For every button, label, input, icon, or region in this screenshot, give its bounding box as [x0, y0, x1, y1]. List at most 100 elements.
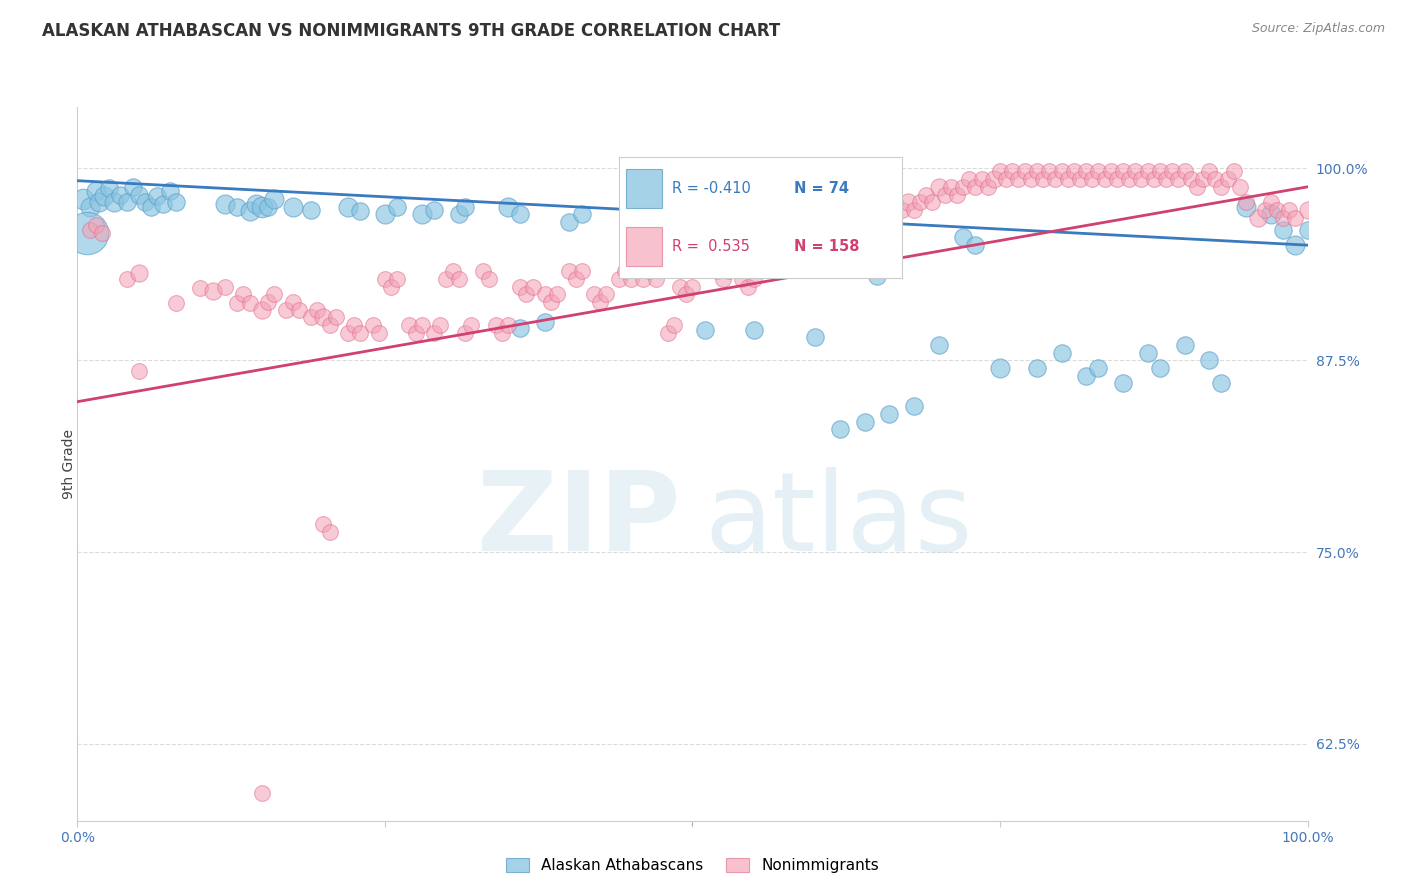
Point: [1204, 172, 1226, 186]
Point: [988, 360, 1011, 375]
Point: [515, 287, 537, 301]
Point: [239, 204, 262, 219]
Point: [1045, 172, 1067, 186]
Point: [657, 326, 679, 340]
Point: [897, 195, 920, 210]
Point: [1112, 376, 1135, 391]
Point: [915, 187, 938, 202]
Point: [841, 211, 863, 225]
Point: [152, 196, 174, 211]
Point: [307, 302, 329, 317]
Point: [214, 196, 236, 211]
Point: [190, 281, 212, 295]
Point: [970, 172, 993, 186]
Point: [1014, 164, 1036, 178]
Point: [780, 234, 803, 248]
Point: [1265, 202, 1288, 217]
Point: [1154, 172, 1177, 186]
Text: Source: ZipAtlas.com: Source: ZipAtlas.com: [1251, 22, 1385, 36]
Point: [607, 272, 630, 286]
Point: [214, 279, 236, 293]
Point: [1167, 172, 1189, 186]
Point: [460, 318, 482, 332]
Point: [1229, 179, 1251, 194]
Point: [1007, 172, 1029, 186]
Point: [1260, 195, 1282, 210]
Bar: [626, 227, 662, 266]
Point: [817, 241, 839, 255]
Point: [1278, 202, 1301, 217]
Point: [411, 207, 433, 221]
Point: [1136, 345, 1159, 359]
Point: [1284, 238, 1306, 252]
Point: [1198, 353, 1220, 368]
Point: [571, 264, 593, 278]
Point: [682, 279, 704, 293]
Point: [103, 195, 125, 210]
Point: [281, 200, 304, 214]
Point: [478, 272, 501, 286]
Point: [1094, 172, 1116, 186]
Point: [1069, 172, 1091, 186]
Point: [115, 272, 138, 286]
Point: [1284, 211, 1306, 225]
Point: [1260, 207, 1282, 221]
Point: [1192, 172, 1215, 186]
Point: [239, 296, 262, 310]
Point: [921, 195, 943, 210]
Point: [522, 279, 544, 293]
Point: [89, 195, 111, 210]
Point: [398, 318, 420, 332]
Point: [903, 399, 925, 413]
Point: [1234, 200, 1257, 214]
Point: [879, 407, 901, 421]
Point: [436, 272, 458, 286]
Point: [903, 202, 925, 217]
Point: [792, 234, 814, 248]
Point: [423, 202, 446, 217]
Point: [343, 318, 366, 332]
Point: [928, 179, 950, 194]
Point: [387, 200, 409, 214]
Point: [454, 200, 477, 214]
Point: [72, 192, 94, 206]
Point: [620, 215, 643, 229]
Point: [835, 218, 858, 232]
Point: [121, 179, 143, 194]
Point: [564, 272, 586, 286]
Point: [908, 195, 931, 210]
Point: [1143, 172, 1166, 186]
Point: [141, 200, 163, 214]
Point: [447, 207, 470, 221]
Point: [115, 195, 138, 210]
Point: [718, 264, 741, 278]
Point: [1211, 376, 1233, 391]
Point: [848, 218, 870, 232]
Point: [509, 207, 531, 221]
Point: [688, 256, 710, 270]
Legend: Alaskan Athabascans, Nonimmigrants: Alaskan Athabascans, Nonimmigrants: [498, 850, 887, 880]
Point: [638, 264, 661, 278]
Point: [558, 264, 581, 278]
Point: [1026, 360, 1049, 375]
Point: [534, 315, 557, 329]
Point: [755, 249, 778, 263]
Point: [1296, 223, 1319, 237]
Point: [558, 215, 581, 229]
Point: [299, 202, 322, 217]
Point: [90, 226, 114, 240]
Point: [79, 223, 101, 237]
Point: [318, 318, 340, 332]
Point: [934, 187, 956, 202]
Point: [496, 200, 519, 214]
Point: [768, 249, 790, 263]
Point: [257, 200, 280, 214]
Point: [1216, 172, 1239, 186]
Point: [675, 287, 697, 301]
Point: [84, 218, 107, 232]
Point: [1087, 360, 1109, 375]
Point: [165, 195, 187, 210]
Point: [1056, 172, 1078, 186]
Point: [620, 272, 643, 286]
Point: [1234, 195, 1257, 210]
